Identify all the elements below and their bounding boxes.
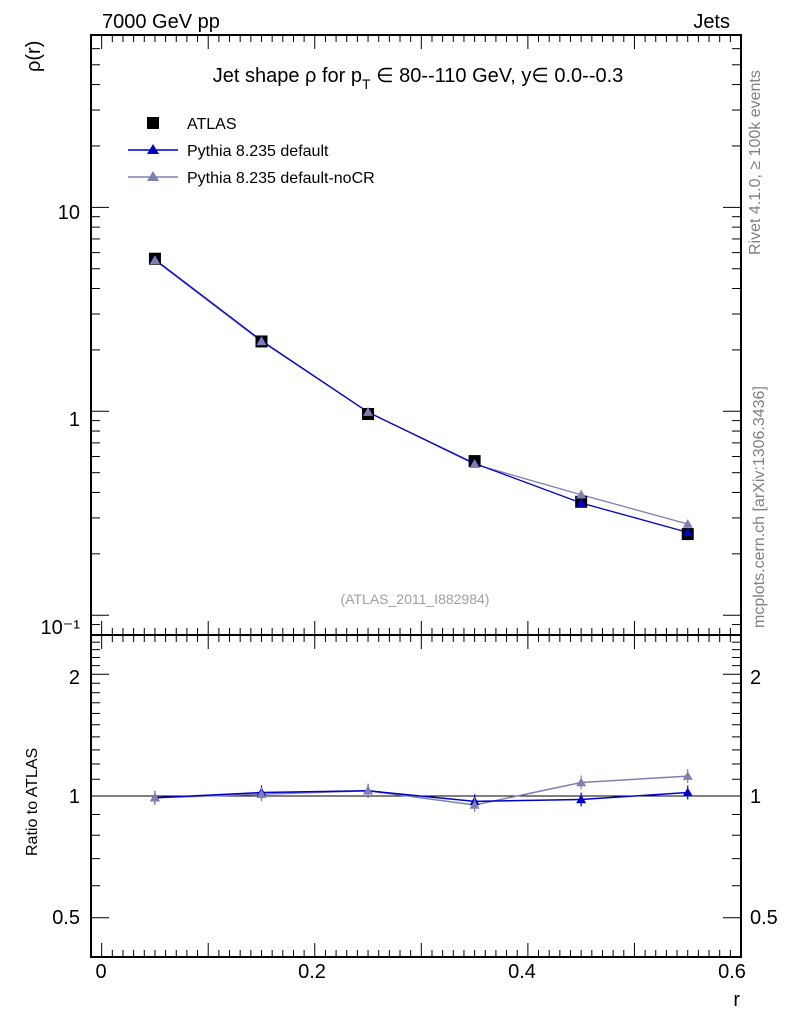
- pythia-default-nocr-point: [576, 489, 587, 499]
- legend-nocr-marker: [147, 171, 159, 181]
- legend-default-label: Pythia 8.235 default: [187, 143, 329, 160]
- axis-ticks: [91, 34, 742, 958]
- ratio-ytick-label-2-right: 2: [750, 667, 761, 689]
- ratio-y-axis-label: Ratio to ATLAS: [24, 748, 41, 856]
- category-label: Jets: [693, 11, 730, 33]
- xtick-label-0p2: 0.2: [298, 961, 326, 983]
- main-ytick-label-0p1: 10⁻¹: [41, 617, 81, 639]
- legend: ATLAS Pythia 8.235 default Pythia 8.235 …: [128, 116, 375, 187]
- x-axis-label: r: [733, 989, 740, 1011]
- legend-atlas-label: ATLAS: [187, 116, 237, 133]
- xtick-label-0p6: 0.6: [718, 961, 746, 983]
- ratio-ytick-label-1: 1: [69, 786, 80, 808]
- ratio-pythia-default-nocr-point: [256, 789, 267, 799]
- pythia-default-nocr-point: [149, 255, 160, 265]
- analysis-watermark: (ATLAS_2011_I882984): [341, 591, 490, 607]
- xtick-label-0p4: 0.4: [508, 961, 536, 983]
- ratio-ytick-label-2: 2: [69, 667, 80, 689]
- plot-title-pre: Jet shape ρ for p: [213, 65, 362, 87]
- ratio-pythia-default-point: [576, 794, 587, 804]
- pythia-default-nocr-point: [469, 459, 480, 468]
- ratio-pythia-default-nocr-line: [154, 775, 688, 806]
- legend-default-marker: [147, 144, 159, 154]
- plot-title-post: ∈ 80--110 GeV, y∈ 0.0--0.3: [371, 65, 624, 87]
- mcplots-label: mcplots.cern.ch [arXiv:1306.3436]: [751, 386, 768, 628]
- ratio-pythia-default-nocr-point: [576, 777, 587, 787]
- pythia-default-nocr-point: [256, 336, 267, 346]
- pythia-default-line: [154, 258, 688, 533]
- rivet-version-label: Rivet 4.1.0, ≥ 100k events: [747, 70, 764, 255]
- main-y-axis-label: ρ(r): [23, 41, 45, 72]
- pythia-default-nocr-line: [154, 259, 688, 525]
- pythia-default-nocr-point: [363, 407, 374, 416]
- ratio-pythia-default-nocr-point: [682, 771, 693, 780]
- pythia-default-nocr-point: [682, 519, 693, 528]
- ratio-pythia-default-point: [682, 787, 693, 797]
- ratio-pythia-default-nocr-point: [149, 792, 160, 802]
- plot-title-sub: T: [362, 76, 371, 92]
- pythia-default-point: [682, 527, 693, 537]
- xtick-label-0: 0: [95, 961, 106, 983]
- energy-label: 7000 GeV pp: [102, 11, 220, 33]
- plot-title: Jet shape ρ for pT ∈ 80--110 GeV, y∈ 0.0…: [213, 65, 624, 92]
- ratio-ytick-label-1-right: 1: [750, 786, 761, 808]
- main-ytick-label-1: 1: [69, 409, 80, 431]
- ratio-ytick-label-0p5-right: 0.5: [750, 907, 778, 929]
- ratio-pythia-default-nocr-point: [469, 800, 480, 809]
- pythia-default-point: [576, 498, 587, 507]
- ratio-pythia-default-nocr-point: [363, 785, 374, 795]
- main-ytick-label-10: 10: [58, 202, 80, 224]
- chart-marks: [91, 252, 741, 813]
- legend-atlas-marker: [147, 117, 159, 129]
- ratio-pythia-default-line: [154, 790, 688, 803]
- ratio-ytick-label-0p5: 0.5: [52, 907, 80, 929]
- legend-nocr-label: Pythia 8.235 default-noCR: [187, 170, 375, 187]
